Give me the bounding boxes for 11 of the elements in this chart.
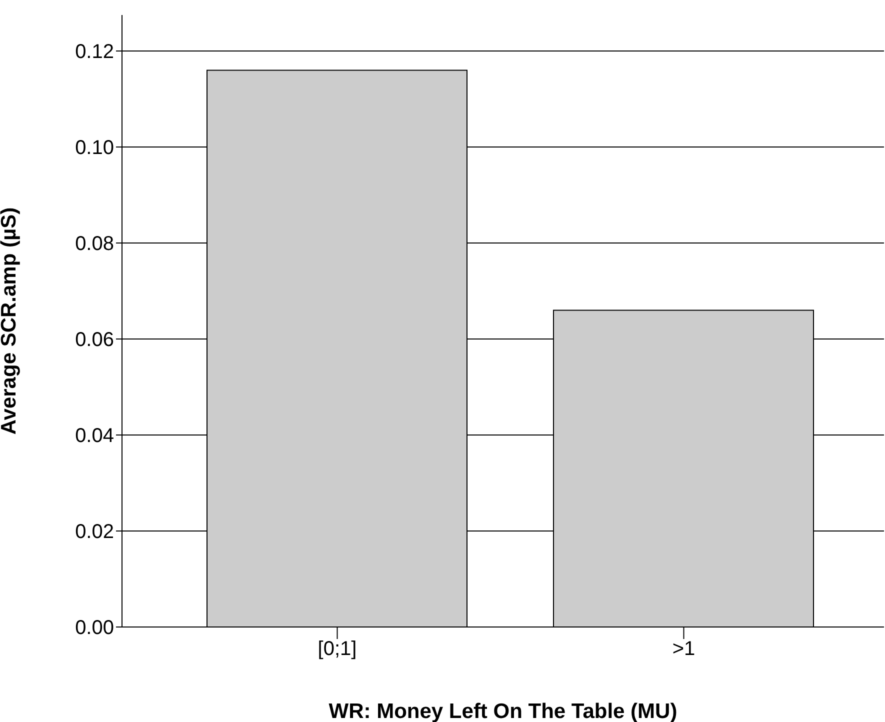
y-tick-label: 0.00 bbox=[75, 617, 114, 640]
x-tick-label: [0;1] bbox=[318, 638, 357, 660]
y-tick-label: 0.04 bbox=[75, 425, 114, 448]
y-tick-label: 0.10 bbox=[75, 137, 114, 160]
x-tick-label: >1 bbox=[672, 638, 696, 660]
y-tick-label: 0.02 bbox=[75, 521, 114, 544]
x-axis-title: WR: Money Left On The Table (MU) bbox=[328, 700, 678, 722]
y-tick-label: 0.08 bbox=[75, 233, 114, 256]
y-axis-title: Average SCR.amp (µS) bbox=[0, 207, 20, 435]
y-tick-label: 0.06 bbox=[75, 329, 114, 352]
y-tick-label: 0.12 bbox=[75, 41, 114, 64]
